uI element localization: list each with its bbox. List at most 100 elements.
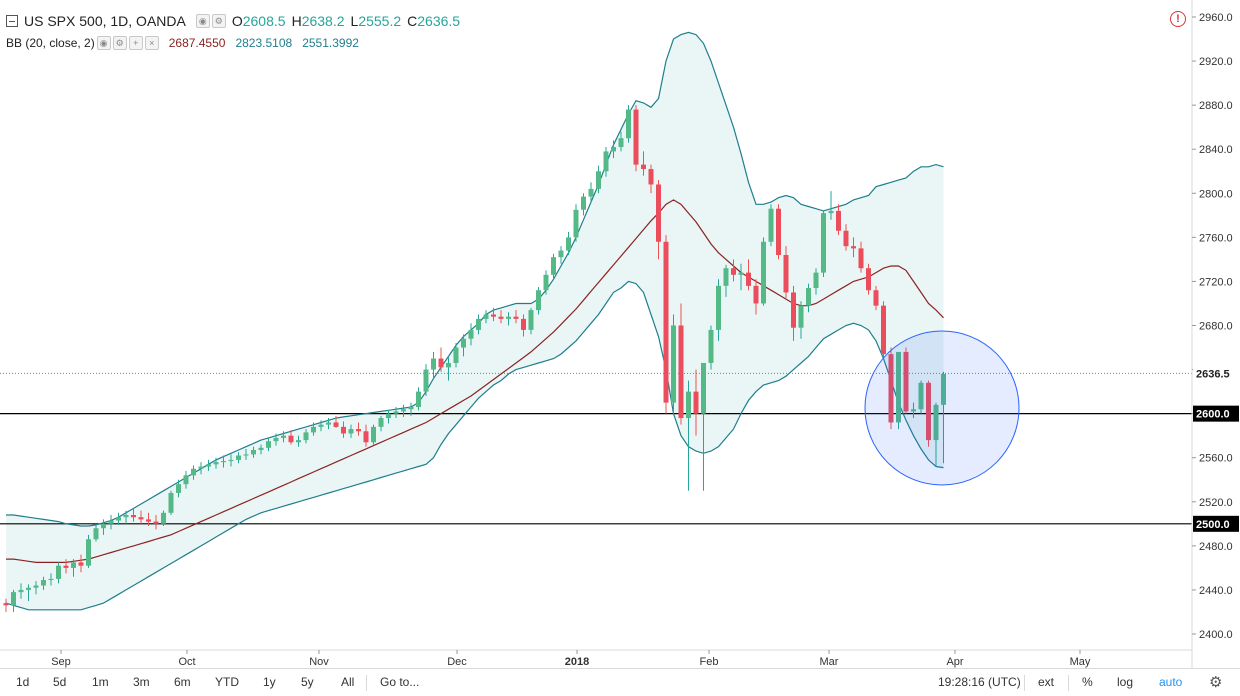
gear-icon[interactable]: ⚙ [1209,674,1223,691]
time-tick-label: 2018 [565,656,589,668]
goto-button[interactable]: Go to... [380,675,420,689]
candle-body [498,316,504,319]
price-chart[interactable]: 2960.0 2920.0 2880.0 2840.0 2800.0 2760.0 2720… [0,0,1240,668]
candle-body [678,325,684,419]
extended-hours-toggle[interactable]: ext [1038,675,1055,689]
auto-scale-toggle[interactable]: auto [1159,675,1183,689]
candle-body [753,285,759,304]
candle-body [123,515,129,518]
symbol-title[interactable]: US SPX 500, 1D, OANDA [24,13,186,29]
highlight-circle-drawing[interactable] [864,330,1020,486]
time-tick-label: Nov [309,656,329,668]
range-all-button[interactable]: All [341,675,355,689]
candle-body [731,268,736,275]
range-5y-button[interactable]: 5y [301,675,314,689]
candle-body [56,565,61,579]
candle-body [101,523,106,529]
candle-body [273,437,279,442]
candle-body [363,431,369,443]
collapse-legend-button[interactable] [6,15,18,27]
range-5d-button[interactable]: 5d [53,675,67,689]
last-price-tag-bg [1193,365,1239,382]
candle-body [896,351,901,423]
candle-body [536,290,541,311]
price-tick-label: 2840.0 [1199,144,1233,156]
candle-body [588,188,594,197]
range-1y-button[interactable]: 1y [263,675,276,689]
bb-basis-line [6,199,944,563]
candle-body [723,268,729,286]
range-6m-button[interactable]: 6m [174,675,191,689]
candle-body [378,418,384,427]
candle-body [791,292,796,328]
candle-body [198,466,204,469]
candle-body [11,592,16,606]
candle-body [258,447,264,451]
settings-icon[interactable]: ⚙ [211,14,226,28]
candle-body [78,562,84,566]
candle-body [116,517,121,521]
clock-readout[interactable]: 19:28:16 (UTC) [938,675,1021,689]
time-tick-label: May [1070,656,1091,668]
candle-body [311,426,316,433]
time-tick-label: Sep [51,656,71,668]
candle-body [821,213,826,273]
candle-body [33,585,39,588]
time-tick-label: Mar [820,656,839,668]
add-icon[interactable]: + [128,36,143,50]
eye-icon[interactable]: ◉ [96,36,111,50]
candle-body [41,580,46,586]
bb-title[interactable]: BB (20, close, 2) [6,36,95,50]
close-icon[interactable]: × [144,36,159,50]
low-label: L [350,13,359,29]
price-tick-label: 2920.0 [1199,56,1233,68]
eye-icon[interactable]: ◉ [195,14,210,28]
candle-body [3,603,9,606]
candle-body [641,164,646,170]
percent-scale-toggle[interactable]: % [1082,675,1093,689]
high-label: H [291,13,302,29]
range-ytd-button[interactable]: YTD [215,675,239,689]
candle-body [86,539,91,566]
high-value: 2638.2 [301,13,345,29]
candle-body [371,426,376,443]
time-tick-label: Dec [447,656,467,668]
open-label: O [231,13,243,29]
price-tick-label: 2680.0 [1199,321,1233,333]
candle-body [911,409,916,412]
candle-body [873,290,879,306]
candle-body [843,230,849,247]
alert-icon[interactable]: ! [1170,11,1186,27]
candle-body [281,435,286,438]
candle-body [491,314,496,317]
price-tick-label: 2720.0 [1199,276,1233,288]
candle-body [828,210,834,214]
price-tick-label: 2440.0 [1199,585,1233,597]
candle-body [483,314,489,319]
candle-body [551,257,556,275]
price-tick-label: 2960.0 [1199,12,1233,24]
candle-body [596,171,601,189]
range-1m-button[interactable]: 1m [92,675,109,689]
candle-body [243,454,249,456]
candle-body [581,196,586,210]
candle-body [386,413,391,419]
settings-icon[interactable]: ⚙ [112,36,127,50]
low-value: 2555.2 [358,13,402,29]
level-2500-tag-bg [1193,515,1239,532]
candle-body [528,310,534,330]
candle-body [693,391,699,414]
candle-body [813,272,819,289]
level-2600-tag-bg [1193,405,1239,422]
log-scale-toggle[interactable]: log [1117,675,1134,689]
candle-body [633,109,639,165]
candle-body [221,461,226,463]
price-tick-label: 2880.0 [1199,100,1233,112]
range-1d-button[interactable]: 1d [16,675,30,689]
candle-body [933,404,939,441]
candle-body [251,450,256,455]
candle-body [783,254,789,293]
bb-upper-value: 2823.5108 [235,36,293,50]
range-3m-button[interactable]: 3m [133,675,150,689]
